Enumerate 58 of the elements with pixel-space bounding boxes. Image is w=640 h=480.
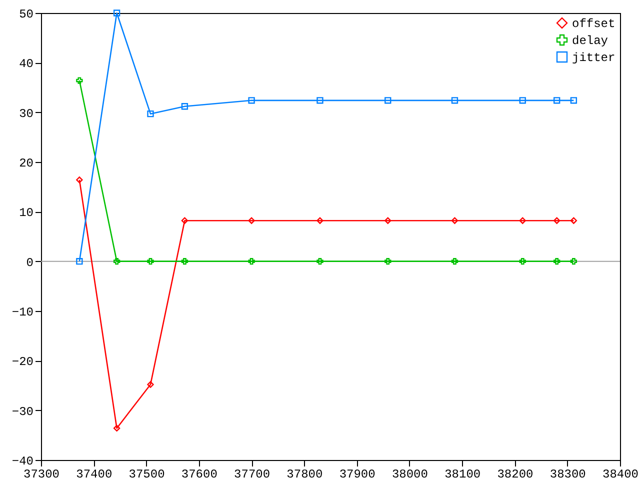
point [384,217,392,224]
point [76,176,83,184]
point [519,217,526,224]
point [248,217,255,224]
legend-label: jitter [572,51,616,65]
x-tick-label: 37700 [234,468,270,480]
point [384,97,392,104]
x-tick-label: 38300 [550,468,586,480]
point [147,110,154,118]
point [519,258,526,265]
point [553,217,560,224]
y-tick-label: −20 [12,355,34,370]
x-tick-label: 37800 [286,468,323,480]
point [181,217,188,224]
point [248,258,255,265]
point [451,258,458,265]
point [553,258,560,265]
x-tick-label: 37500 [128,468,165,480]
point [451,217,458,224]
legend-label: offset [572,17,616,31]
y-tick-label: 40 [19,57,34,72]
x-tick-label: 38000 [392,468,428,480]
point [316,97,324,104]
point [181,258,188,265]
legend-label: delay [572,34,608,48]
point [147,381,154,388]
x-tick-label: 38100 [444,468,481,480]
x-tick-label: 37600 [181,468,218,480]
y-tick-label: 50 [19,8,34,22]
x-tick-label: 37400 [76,468,112,480]
y-tick-label: 10 [19,206,34,220]
y-tick-label: −30 [12,404,34,419]
point [316,258,324,265]
point [570,258,578,265]
x-tick-label: 37300 [23,468,60,480]
y-tick-label: −40 [12,454,34,468]
point [147,258,154,265]
point [316,217,324,224]
y-tick-label: 20 [19,156,34,170]
x-tick-label: 38200 [497,468,534,480]
point [76,258,83,265]
point [570,217,578,224]
point [181,103,188,110]
point [519,97,526,104]
y-tick-label: 30 [19,106,34,121]
point [76,77,83,84]
x-tick-label: 38400 [602,468,639,480]
point [451,97,458,104]
y-tick-label: 0 [26,256,34,270]
point [553,97,560,104]
x-tick-label: 37900 [339,468,376,480]
point [113,424,120,432]
point [113,258,120,265]
y-tick-label: −10 [12,306,34,320]
point [248,97,255,104]
point [384,258,392,265]
point [570,97,578,104]
point [113,10,120,16]
